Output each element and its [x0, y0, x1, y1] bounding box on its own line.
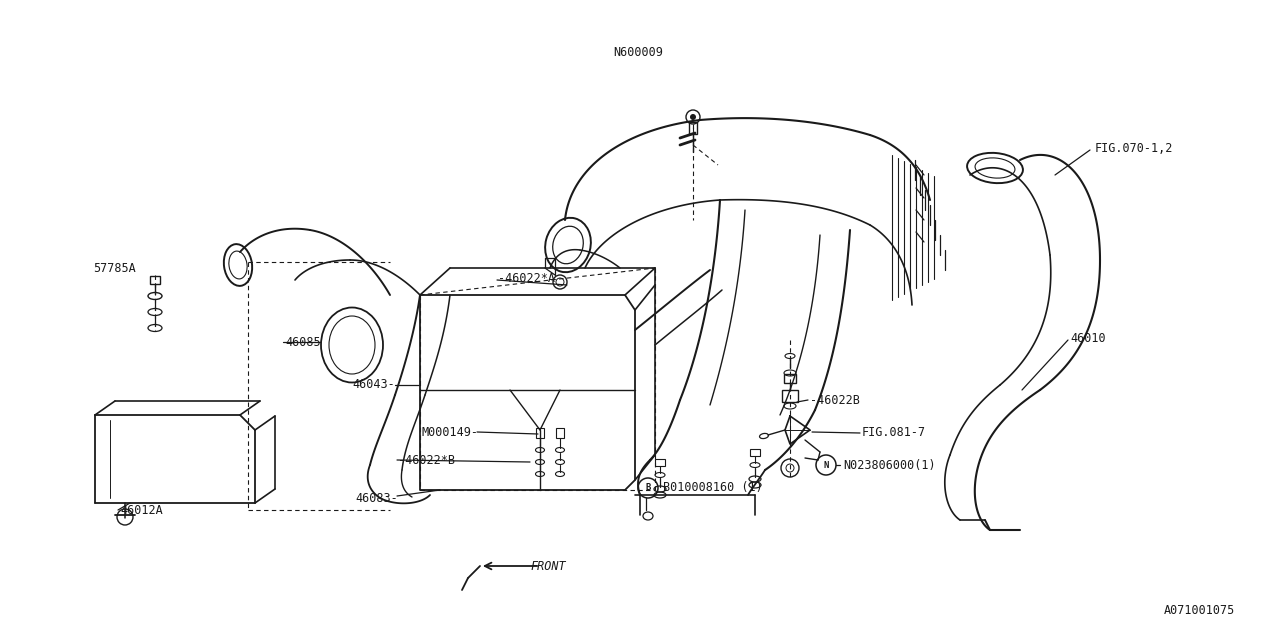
FancyBboxPatch shape	[536, 428, 544, 438]
Text: N023806000(1): N023806000(1)	[844, 458, 936, 472]
FancyBboxPatch shape	[655, 459, 666, 466]
FancyBboxPatch shape	[783, 374, 796, 383]
Text: FRONT: FRONT	[530, 559, 566, 573]
Text: 46085: 46085	[285, 337, 320, 349]
FancyBboxPatch shape	[150, 276, 160, 284]
Text: 46083-: 46083-	[356, 492, 398, 504]
Text: FIG.070-1,2: FIG.070-1,2	[1094, 141, 1174, 154]
Text: 46010: 46010	[1070, 332, 1106, 344]
Text: A071001075: A071001075	[1164, 604, 1235, 616]
Text: M000149-: M000149-	[421, 426, 477, 438]
Text: N: N	[823, 461, 828, 470]
Text: B010008160 (1): B010008160 (1)	[663, 481, 763, 495]
Text: 57785A: 57785A	[93, 262, 136, 275]
Text: -46022*A: -46022*A	[498, 271, 556, 285]
FancyBboxPatch shape	[782, 390, 797, 402]
FancyBboxPatch shape	[556, 428, 564, 438]
FancyBboxPatch shape	[689, 122, 698, 134]
Text: 46012A: 46012A	[120, 504, 163, 516]
Text: N600009: N600009	[613, 45, 663, 58]
Text: -46022B: -46022B	[810, 394, 860, 406]
Text: -46022*B: -46022*B	[398, 454, 454, 467]
Circle shape	[690, 114, 696, 120]
FancyBboxPatch shape	[750, 449, 760, 456]
Text: FIG.081-7: FIG.081-7	[861, 426, 927, 438]
Text: 46043-: 46043-	[352, 378, 396, 392]
Text: B: B	[645, 483, 650, 493]
